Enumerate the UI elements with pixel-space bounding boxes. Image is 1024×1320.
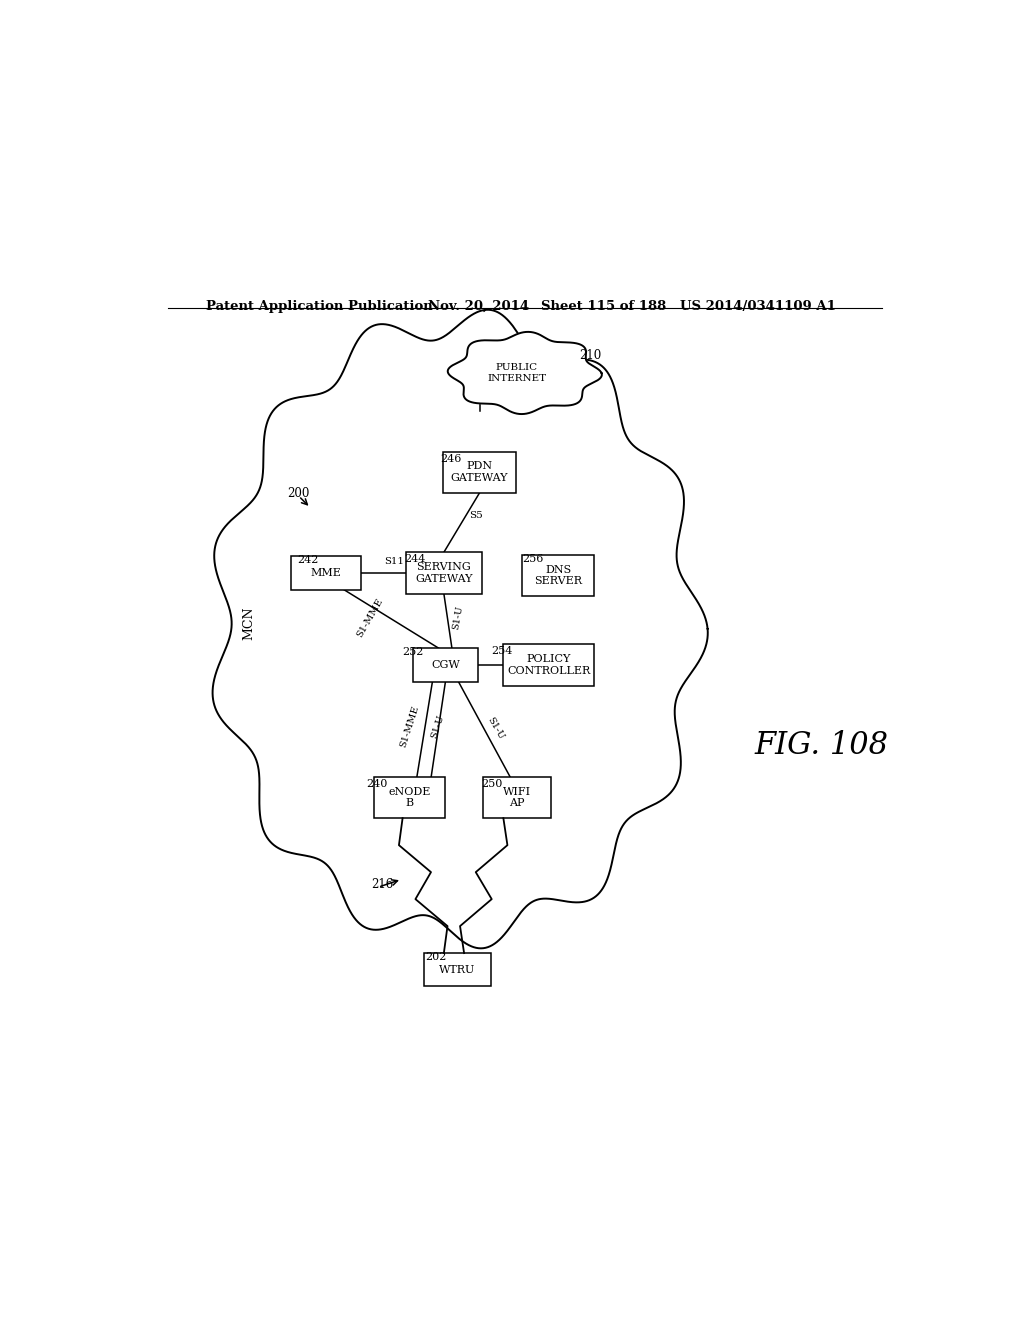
Text: FIG. 108: FIG. 108 bbox=[755, 730, 889, 762]
Text: S11: S11 bbox=[384, 557, 403, 566]
FancyBboxPatch shape bbox=[443, 451, 516, 492]
Text: MCN: MCN bbox=[242, 606, 255, 640]
Text: S1-U: S1-U bbox=[485, 715, 506, 742]
Text: 240: 240 bbox=[367, 779, 387, 789]
Text: Patent Application Publication: Patent Application Publication bbox=[206, 300, 432, 313]
Text: S1-U: S1-U bbox=[429, 714, 445, 741]
FancyBboxPatch shape bbox=[413, 648, 478, 681]
Text: 244: 244 bbox=[404, 553, 426, 564]
Text: PUBLIC
INTERNET: PUBLIC INTERNET bbox=[487, 363, 547, 383]
Text: S1-MME: S1-MME bbox=[355, 597, 385, 639]
Text: 202: 202 bbox=[426, 952, 446, 962]
Text: US 2014/0341109 A1: US 2014/0341109 A1 bbox=[680, 300, 836, 313]
Text: MME: MME bbox=[311, 568, 342, 578]
Text: WIFI
AP: WIFI AP bbox=[503, 787, 530, 808]
Text: Nov. 20, 2014: Nov. 20, 2014 bbox=[428, 300, 529, 313]
FancyBboxPatch shape bbox=[374, 777, 445, 818]
FancyBboxPatch shape bbox=[292, 556, 361, 590]
Text: 200: 200 bbox=[287, 487, 309, 500]
FancyBboxPatch shape bbox=[503, 644, 594, 685]
FancyBboxPatch shape bbox=[424, 953, 492, 986]
FancyBboxPatch shape bbox=[522, 554, 594, 595]
Text: 210: 210 bbox=[579, 348, 601, 362]
Text: 216: 216 bbox=[372, 878, 394, 891]
Text: S5: S5 bbox=[469, 511, 483, 520]
Text: WTRU: WTRU bbox=[439, 965, 475, 974]
Text: eNODE
B: eNODE B bbox=[388, 787, 431, 808]
Text: S1-U: S1-U bbox=[451, 605, 464, 630]
Text: 246: 246 bbox=[440, 454, 461, 463]
Text: 242: 242 bbox=[297, 556, 318, 565]
Text: DNS
SERVER: DNS SERVER bbox=[535, 565, 582, 586]
Text: 254: 254 bbox=[492, 645, 513, 656]
Text: PDN
GATEWAY: PDN GATEWAY bbox=[451, 462, 508, 483]
Text: Sheet 115 of 188: Sheet 115 of 188 bbox=[541, 300, 666, 313]
Polygon shape bbox=[447, 331, 602, 414]
Text: S1-MME: S1-MME bbox=[398, 705, 421, 748]
Text: SERVING
GATEWAY: SERVING GATEWAY bbox=[415, 562, 473, 583]
Polygon shape bbox=[213, 310, 708, 948]
FancyBboxPatch shape bbox=[483, 777, 551, 818]
Text: CGW: CGW bbox=[431, 660, 460, 671]
Text: 250: 250 bbox=[481, 779, 503, 789]
Text: POLICY
CONTROLLER: POLICY CONTROLLER bbox=[507, 655, 590, 676]
Text: 256: 256 bbox=[522, 554, 544, 565]
FancyBboxPatch shape bbox=[407, 552, 481, 594]
Text: 252: 252 bbox=[401, 647, 423, 657]
